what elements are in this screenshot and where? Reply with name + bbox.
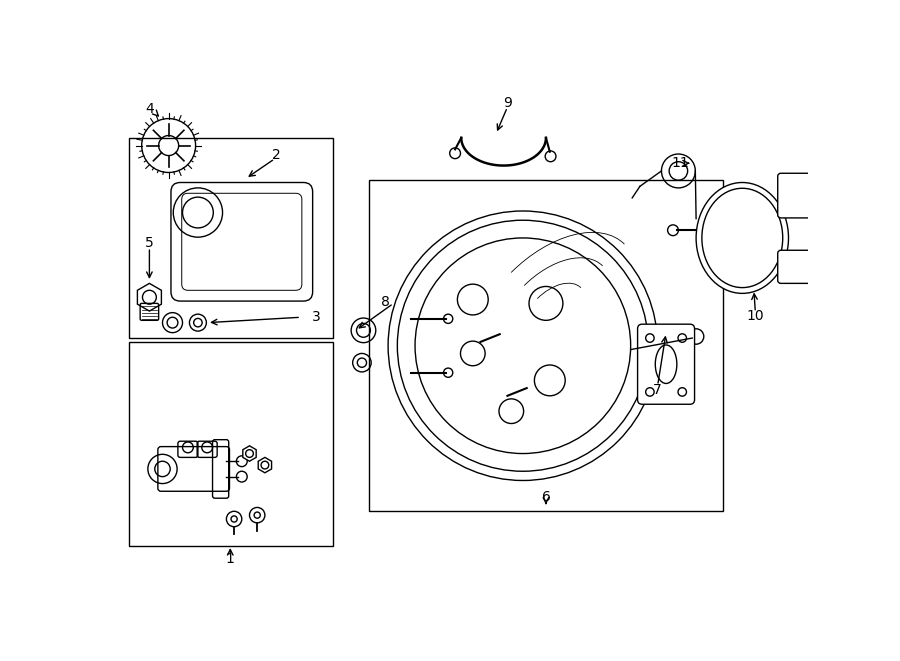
Text: 7: 7: [653, 383, 662, 397]
Text: 1: 1: [226, 552, 235, 566]
Bar: [369, 180, 723, 512]
FancyBboxPatch shape: [778, 251, 811, 284]
Text: 5: 5: [145, 237, 154, 251]
Ellipse shape: [696, 182, 788, 293]
Text: 3: 3: [312, 310, 321, 325]
FancyBboxPatch shape: [171, 182, 312, 301]
Text: 10: 10: [747, 309, 764, 323]
Text: 6: 6: [542, 490, 551, 504]
Text: 2: 2: [272, 148, 281, 162]
FancyBboxPatch shape: [778, 173, 814, 218]
Text: 8: 8: [382, 295, 391, 309]
Bar: [129, 138, 333, 338]
Text: 11: 11: [671, 156, 689, 171]
Text: 9: 9: [503, 97, 512, 110]
FancyBboxPatch shape: [637, 324, 695, 405]
Text: 4: 4: [145, 102, 154, 116]
Bar: [129, 342, 333, 546]
